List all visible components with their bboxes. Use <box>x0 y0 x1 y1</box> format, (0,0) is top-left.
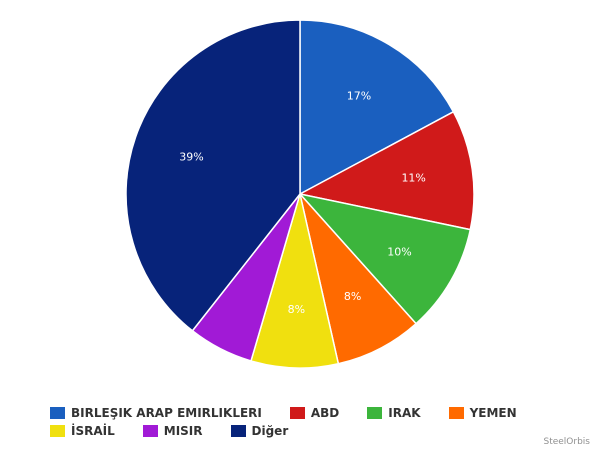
legend-label-5: MISIR <box>163 424 203 438</box>
legend-swatch-5 <box>142 425 158 437</box>
legend-swatch-1 <box>289 407 305 419</box>
legend-item-1[interactable]: ABD <box>289 405 340 421</box>
pie-slice-4 <box>250 191 340 369</box>
slice-value-label-2: 10% <box>387 245 411 258</box>
legend-swatch-6 <box>230 425 246 437</box>
slice-value-label-4: 8% <box>288 303 305 316</box>
legend-swatch-2 <box>367 407 383 419</box>
credit-text: SteelOrbis <box>543 437 590 447</box>
legend-item-6[interactable]: Diğer <box>230 423 289 439</box>
legend-label-0: BIRLEŞIK ARAP EMIRLIKLERI <box>71 406 262 420</box>
legend-item-0[interactable]: BIRLEŞIK ARAP EMIRLIKLERI <box>50 405 262 421</box>
slice-value-label-0: 17% <box>347 89 371 102</box>
legend: BIRLEŞIK ARAP EMIRLIKLERI ABD IRAK YEMEN İSR… <box>50 405 590 439</box>
slice-value-label-3: 8% <box>344 290 361 303</box>
pie-slice-2 <box>297 192 472 325</box>
legend-swatch-4 <box>50 425 65 437</box>
pie-chart: 17% 11% 10% 8% 8% 39% <box>125 19 475 369</box>
legend-label-1: ABD <box>310 406 340 420</box>
pie-slice-6 <box>125 19 301 332</box>
legend-item-5[interactable]: MISIR <box>142 423 203 439</box>
legend-label-4: İSRAİL <box>71 424 115 438</box>
legend-item-4[interactable]: İSRAİL <box>50 423 115 439</box>
legend-item-2[interactable]: IRAK <box>367 405 421 421</box>
legend-label-3: YEMEN <box>469 406 517 420</box>
pie-slice-0 <box>299 19 455 196</box>
legend-label-6: Diğer <box>251 424 289 438</box>
pie-slice-1 <box>297 110 475 231</box>
legend-swatch-3 <box>448 407 464 419</box>
slice-value-label-6: 39% <box>179 150 203 163</box>
legend-label-2: IRAK <box>388 406 421 420</box>
legend-item-3[interactable]: YEMEN <box>448 405 517 421</box>
slice-value-label-1: 11% <box>401 172 425 185</box>
legend-swatch-0 <box>50 407 65 419</box>
